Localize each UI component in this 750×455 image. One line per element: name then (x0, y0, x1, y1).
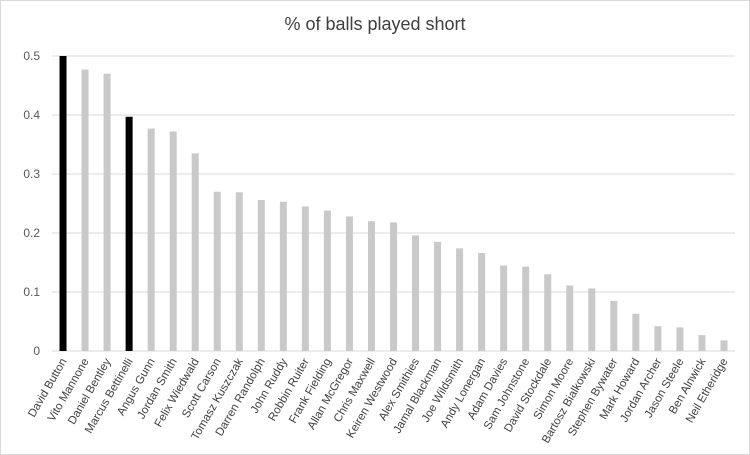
y-tick-label: 0.5 (23, 49, 40, 63)
bar (125, 116, 133, 352)
bar (235, 192, 243, 351)
bar (456, 248, 464, 351)
bar (720, 340, 728, 351)
bar (588, 288, 596, 351)
chart-title: % of balls played short (284, 14, 466, 34)
bar (345, 216, 353, 351)
bar (500, 265, 508, 351)
bar (632, 313, 640, 351)
bar (544, 274, 552, 351)
bar (213, 191, 221, 351)
bar (610, 300, 618, 351)
bar (367, 221, 375, 351)
bars (59, 56, 728, 352)
bar (191, 153, 199, 351)
bar (522, 266, 530, 351)
bar (676, 327, 684, 351)
y-tick-label: 0.3 (23, 167, 40, 181)
bar (434, 241, 442, 351)
bar (59, 56, 67, 351)
bar (412, 235, 420, 351)
bar (169, 131, 177, 351)
bar (698, 335, 706, 351)
y-tick-label: 0.2 (23, 226, 40, 240)
bar (566, 285, 574, 351)
bar (654, 326, 662, 351)
y-tick-label: 0 (33, 344, 40, 358)
bar (81, 69, 89, 351)
bar (478, 253, 486, 351)
y-axis-ticks: 0 0.1 0.2 0.3 0.4 0.5 (23, 49, 40, 358)
bar (103, 73, 111, 351)
y-tick-label: 0.1 (23, 285, 40, 299)
bar (257, 199, 265, 351)
bar (279, 201, 287, 351)
y-tick-label: 0.4 (23, 108, 40, 122)
bar (147, 128, 155, 351)
bar (301, 206, 309, 351)
bar (323, 210, 331, 351)
bar (390, 222, 397, 351)
